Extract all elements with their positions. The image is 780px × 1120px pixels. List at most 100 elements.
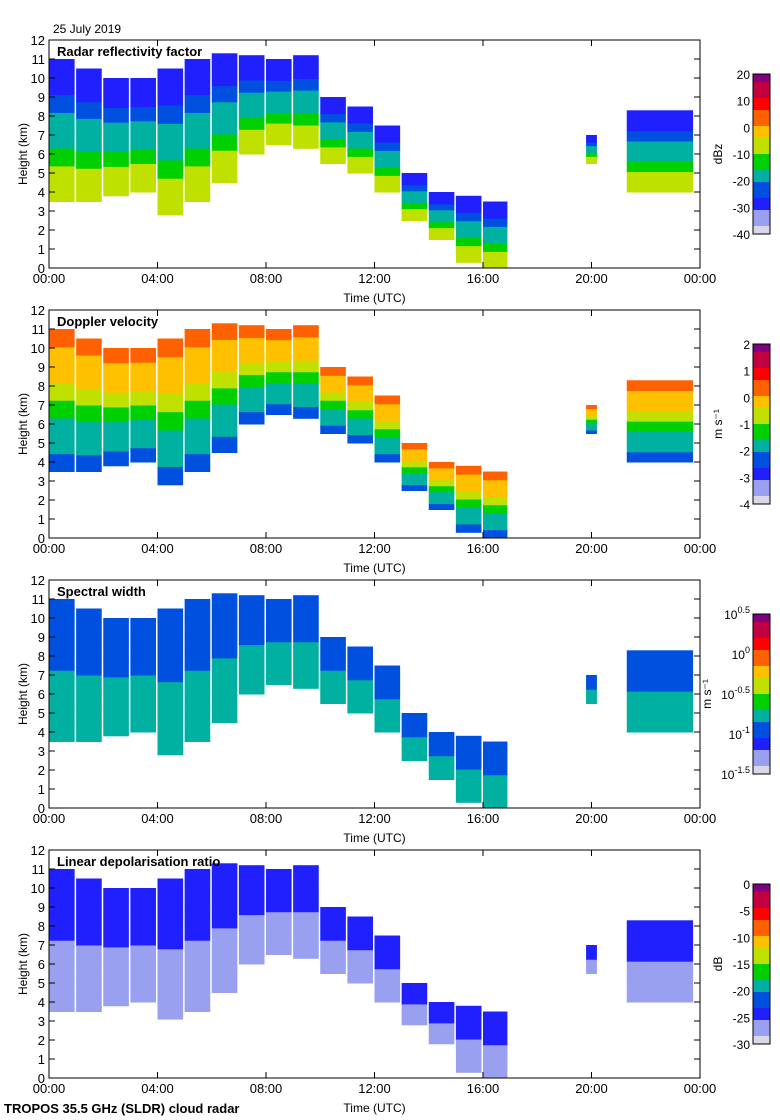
cloud-cell bbox=[184, 453, 211, 472]
cloud-cell bbox=[130, 646, 156, 662]
cloud-cell bbox=[266, 339, 292, 351]
colorbar-swatch bbox=[753, 368, 770, 373]
cloud-cell bbox=[586, 149, 597, 154]
colorbar-swatch bbox=[753, 674, 770, 679]
cloud-cell bbox=[374, 673, 401, 683]
cloud-cell bbox=[211, 101, 238, 119]
colorbar-swatch bbox=[753, 646, 770, 651]
colorbar-swatch bbox=[753, 642, 770, 647]
cloud-cell bbox=[626, 421, 694, 432]
cloud-cell bbox=[374, 943, 401, 953]
cloud-cell bbox=[130, 78, 156, 93]
cloud-cell bbox=[103, 647, 129, 663]
colorbar-swatch bbox=[753, 210, 770, 215]
cloud-cell bbox=[49, 869, 75, 888]
cloud-cell bbox=[130, 433, 156, 449]
cloud-cell bbox=[401, 718, 428, 726]
cloud-cell bbox=[483, 741, 508, 751]
cloud-cell bbox=[374, 412, 401, 421]
cloud-cell bbox=[428, 192, 455, 199]
cloud-cell bbox=[401, 460, 428, 468]
cloud-cell bbox=[266, 371, 292, 383]
cloud-cell bbox=[455, 1030, 482, 1040]
cloud-cell bbox=[266, 879, 292, 891]
y-axis-label: Height (km) bbox=[16, 123, 30, 185]
x-axis-label: Time (UTC) bbox=[343, 1101, 405, 1115]
cloud-cell bbox=[76, 625, 102, 643]
cloud-cell bbox=[293, 618, 319, 631]
colorbar-swatch bbox=[753, 980, 770, 985]
colorbar-swatch bbox=[753, 904, 770, 909]
panel-title: Linear depolarisation ratio bbox=[57, 854, 220, 869]
colorbar-swatch bbox=[753, 420, 770, 425]
cloud-cell bbox=[401, 208, 428, 216]
cloud-cell bbox=[374, 175, 401, 185]
cloud-cell bbox=[374, 133, 401, 143]
y-tick-label: 12 bbox=[31, 303, 45, 318]
cloud-cell bbox=[401, 454, 428, 462]
colorbar-swatch bbox=[753, 626, 770, 631]
cloud-cell bbox=[347, 139, 373, 149]
colorbar-swatch bbox=[753, 746, 770, 751]
colorbar-swatch bbox=[753, 1004, 770, 1009]
cloud-cell bbox=[428, 737, 455, 745]
colorbar-swatch bbox=[753, 460, 770, 465]
cloud-cell bbox=[455, 237, 482, 247]
colorbar-swatch bbox=[753, 618, 770, 623]
cloud-cell bbox=[130, 675, 156, 690]
cloud-cell bbox=[483, 758, 508, 767]
colorbar-tick-label: -10 bbox=[733, 931, 751, 945]
cloud-cell bbox=[374, 977, 401, 986]
cloud-cell bbox=[130, 959, 156, 974]
cloud-cell bbox=[428, 1012, 455, 1019]
cloud-cell bbox=[320, 923, 346, 933]
colorbar-swatch bbox=[753, 476, 770, 481]
cloud-cell bbox=[586, 699, 597, 704]
y-tick-label: 6 bbox=[38, 147, 45, 162]
cloud-cell bbox=[626, 670, 694, 682]
cloud-cell bbox=[483, 783, 508, 792]
colorbar-swatch bbox=[753, 352, 770, 357]
cloud-cell bbox=[626, 431, 694, 443]
cloud-cell bbox=[293, 55, 319, 68]
cloud-cell bbox=[401, 1014, 428, 1021]
cloud-cell bbox=[374, 690, 401, 700]
cloud-cell bbox=[49, 616, 75, 636]
cloud-cell bbox=[347, 114, 373, 124]
cloud-cell bbox=[347, 106, 373, 116]
cloud-cell bbox=[320, 391, 346, 401]
cloud-cell bbox=[626, 920, 694, 932]
cloud-cell bbox=[483, 1053, 508, 1062]
cloud-cell bbox=[157, 178, 184, 198]
cloud-cell bbox=[293, 90, 319, 103]
cloud-cell bbox=[49, 922, 75, 941]
cloud-cell bbox=[374, 682, 401, 691]
y-tick-label: 7 bbox=[38, 398, 45, 413]
cloud-cell bbox=[157, 393, 184, 413]
cloud-cell bbox=[586, 152, 597, 157]
colorbar-swatch bbox=[753, 670, 770, 675]
cloud-cell bbox=[103, 136, 129, 153]
cloud-cell bbox=[401, 713, 428, 720]
y-tick-label: 0 bbox=[38, 531, 45, 546]
cloud-cell bbox=[238, 399, 265, 413]
cloud-cell bbox=[401, 196, 428, 204]
cloud-cell bbox=[184, 705, 211, 725]
cloud-cell bbox=[157, 159, 184, 179]
cloud-cell bbox=[586, 142, 597, 147]
cloud-cell bbox=[184, 59, 211, 78]
colorbar-swatch bbox=[753, 178, 770, 183]
colorbar-swatch bbox=[753, 214, 770, 219]
colorbar-swatch bbox=[753, 396, 770, 401]
cloud-cell bbox=[184, 76, 211, 96]
cloud-cell bbox=[211, 404, 238, 421]
cloud-cell bbox=[374, 993, 401, 1003]
colorbar-swatch bbox=[753, 730, 770, 735]
cloud-cell bbox=[320, 948, 346, 958]
cloud-cell bbox=[374, 150, 401, 160]
colorbar-swatch bbox=[753, 198, 770, 203]
y-tick-label: 1 bbox=[38, 512, 45, 527]
cloud-cell bbox=[374, 723, 401, 733]
colorbar-swatch bbox=[753, 436, 770, 441]
cloud-cell bbox=[238, 914, 265, 928]
